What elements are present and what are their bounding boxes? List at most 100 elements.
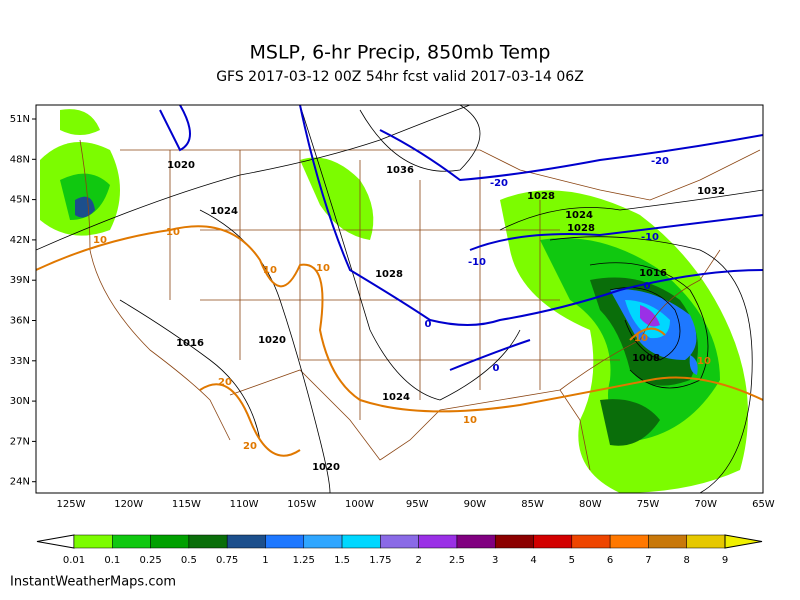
colorbar-box — [648, 534, 687, 549]
lat-label: 45N — [10, 195, 30, 206]
lat-label: 24N — [10, 477, 30, 488]
credit: InstantWeatherMaps.com — [10, 575, 176, 590]
isobar-label: 1028 — [567, 223, 595, 234]
isotherm-label: -20 — [490, 178, 508, 189]
colorbar-box — [112, 534, 151, 549]
lon-label: 65W — [752, 499, 775, 510]
lat-label: 42N — [10, 235, 30, 246]
colorbar-label: 7 — [645, 555, 651, 566]
colorbar-label: 5 — [569, 555, 575, 566]
subtitle: GFS 2017-03-12 00Z 54hr fcst valid 2017-… — [216, 69, 584, 85]
colorbar-label: 8 — [684, 555, 690, 566]
colorbar-label: 2 — [415, 555, 421, 566]
contour-labels: 1020 1036 1024 1028 1020 1016 1024 1020 … — [93, 156, 725, 473]
isobar-label: 1020 — [312, 462, 340, 473]
isotherm-label: 10 — [634, 333, 648, 344]
isotherm-label: -20 — [651, 156, 669, 167]
colorbar-label: 0.75 — [216, 555, 238, 566]
isobar-label: 1016 — [176, 338, 204, 349]
colorbar-label: 0.25 — [139, 555, 161, 566]
lat-label: 48N — [10, 154, 30, 165]
lon-label: 70W — [694, 499, 717, 510]
colorbar-label: 9 — [722, 555, 728, 566]
colorbar-box — [265, 534, 305, 549]
lat-label: 39N — [10, 275, 30, 286]
title: MSLP, 6-hr Precip, 850mb Temp — [250, 42, 551, 64]
colorbar-label: 2.5 — [449, 555, 465, 566]
colorbar-label: 3 — [492, 555, 498, 566]
isotherm-label: 20 — [218, 377, 232, 388]
isobar-label: 1020 — [258, 335, 286, 346]
colorbar: 0.01 0.1 0.25 0.5 0.75 1 1.25 1.5 1.75 2 2.5 3 4 5 6 7 8… — [36, 534, 763, 566]
isotherm-label: 10 — [463, 415, 477, 426]
isobar-label: 1028 — [527, 191, 555, 202]
lon-label: 110W — [230, 499, 259, 510]
colorbar-label: 0.01 — [63, 555, 85, 566]
map-field — [36, 105, 763, 493]
precip — [40, 109, 748, 493]
isotherm-label: 0 — [493, 363, 500, 374]
colorbar-box — [494, 534, 534, 549]
lon-label: 100W — [345, 499, 374, 510]
isobar-label: 1036 — [386, 165, 414, 176]
geography — [79, 139, 761, 471]
isobar-label: 1032 — [697, 186, 725, 197]
isotherms-warm — [36, 225, 763, 457]
colorbar-box — [456, 534, 496, 549]
isotherm-label: 10 — [697, 356, 711, 367]
colorbar-box — [150, 534, 190, 549]
isotherms-cold — [159, 105, 763, 371]
isotherm-label: 10 — [263, 265, 277, 276]
lon-label: 115W — [172, 499, 201, 510]
isotherm-label: 10 — [93, 235, 107, 246]
isotherm-label: 10 — [316, 263, 330, 274]
isobar-label: 1016 — [639, 268, 667, 279]
lon-label: 75W — [637, 499, 660, 510]
isotherm-label: -10 — [641, 232, 659, 243]
isotherm-label: 10 — [166, 227, 180, 238]
colorbar-box — [686, 534, 726, 549]
colorbar-box — [418, 534, 458, 549]
colorbar-box — [226, 534, 266, 549]
lon-label: 90W — [464, 499, 487, 510]
colorbar-label: 1.75 — [369, 555, 391, 566]
colorbar-box — [303, 534, 343, 549]
colorbar-box — [73, 534, 113, 549]
isobar-label: 1024 — [565, 210, 593, 221]
lat-label: 36N — [10, 316, 30, 327]
colorbar-box — [609, 534, 649, 549]
lon-label: 85W — [521, 499, 544, 510]
lat-label: 27N — [10, 436, 30, 447]
lat-label: 30N — [10, 396, 30, 407]
isotherm-label: 0 — [425, 319, 432, 330]
isobar-label: 1028 — [375, 269, 403, 280]
isotherm-label: -10 — [468, 257, 486, 268]
colorbar-box — [571, 534, 611, 549]
colorbar-box — [188, 534, 228, 549]
colorbar-box — [533, 534, 573, 549]
lon-label: 105W — [287, 499, 316, 510]
colorbar-label: 0.1 — [104, 555, 120, 566]
isobar-label: 1020 — [167, 160, 195, 171]
lon-label: 125W — [57, 499, 86, 510]
lon-label: 120W — [114, 499, 143, 510]
colorbar-label: 1 — [262, 555, 268, 566]
isobar-label: 1008 — [632, 353, 660, 364]
colorbar-box — [380, 534, 419, 549]
lon-label: 80W — [579, 499, 602, 510]
map-frame — [35, 104, 764, 494]
colorbar-label: 4 — [530, 555, 536, 566]
isotherm-label: 0 — [644, 281, 651, 292]
isobar-label: 1024 — [210, 206, 238, 217]
colorbar-label: 1.5 — [334, 555, 350, 566]
lat-label: 51N — [10, 114, 30, 125]
axis-labels: 51N 48N 45N 42N 39N 36N 33N 30N 27N 24N 125W 120W 11… — [10, 114, 775, 510]
map: 1020 1036 1024 1028 1020 1016 1024 1020 … — [35, 104, 764, 494]
colorbar-label: 6 — [607, 555, 613, 566]
lon-label: 95W — [406, 499, 429, 510]
isotherm-label: 20 — [243, 441, 257, 452]
colorbar-box — [341, 534, 381, 549]
colorbar-label: 0.5 — [181, 555, 197, 566]
lat-label: 33N — [10, 356, 30, 367]
